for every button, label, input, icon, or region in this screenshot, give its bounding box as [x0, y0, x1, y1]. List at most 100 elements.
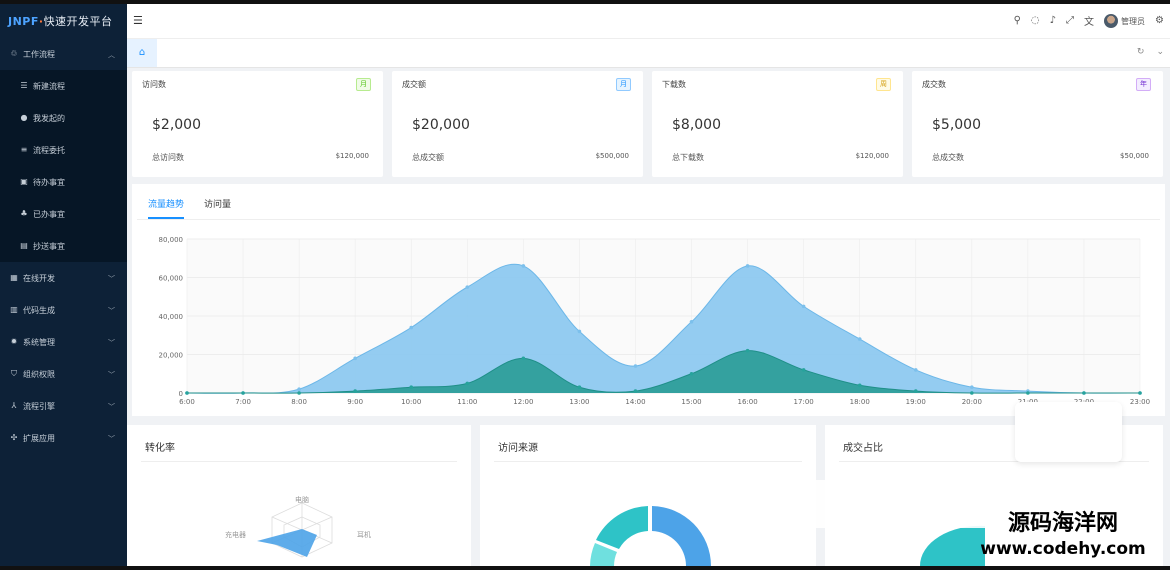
sidebar-item-delegate[interactable]: ≡ 流程委托	[0, 134, 127, 166]
stat-card-turnover: 成交额 月 $20,000 总成交额 $500,000	[392, 71, 643, 177]
header-tools: ⚲ ◌ ♪ ⤢ 文 管理员 ⚙	[1014, 13, 1164, 28]
shield-icon: ⛉	[11, 369, 17, 378]
card-value: $5,000	[932, 117, 981, 133]
traffic-chart-panel: 流量趋势 访问量 0 20,000 40,000 60,000 80,000 6:00 7:…	[132, 184, 1165, 416]
sidebar-item-workflow[interactable]: ♲ 工作流程 ︿	[0, 38, 127, 70]
flow-engine-icon: ⅄	[11, 401, 17, 410]
period-badge: 月	[356, 78, 371, 91]
panel-divider	[839, 461, 1149, 462]
series-area-1	[187, 350, 1140, 394]
radar-area	[257, 529, 317, 557]
stat-card-downloads: 下载数 周 $8,000 总下载数 $120,000	[652, 71, 903, 177]
card-total-label: 总下载数	[672, 153, 704, 162]
x-tick-label: 6:00	[179, 398, 195, 406]
card-total-value: $500,000	[595, 152, 629, 160]
donut-slice	[590, 543, 617, 566]
search-icon[interactable]: ⚲	[1013, 15, 1021, 26]
panel-title: 访问来源	[498, 443, 538, 454]
sidebar-item-system[interactable]: ✹ 系统管理 ﹀	[0, 326, 127, 358]
chevron-down-icon: ﹀	[108, 403, 115, 411]
online-dev-icon: ▦	[10, 273, 18, 282]
data-point	[970, 385, 974, 390]
data-point	[857, 383, 862, 388]
sidebar-item-online-dev[interactable]: ▦ 在线开发 ﹀	[0, 262, 127, 294]
header: ☰ ⚲ ◌ ♪ ⤢ 文 管理员 ⚙	[127, 4, 1170, 39]
logo-brand: JNPF	[8, 14, 39, 28]
card-value: $8,000	[672, 117, 721, 133]
sidebar-item-label: 流程引擎	[23, 401, 55, 411]
card-value: $20,000	[412, 117, 470, 133]
sidebar-item-apps[interactable]: ✣ 扩展应用 ﹀	[0, 422, 127, 454]
sidebar-item-org[interactable]: ⛉ 组织权限 ﹀	[0, 358, 127, 390]
x-tick-label: 7:00	[235, 398, 251, 406]
x-tick-label: 18:00	[850, 398, 870, 406]
bell-icon[interactable]: ♪	[1049, 15, 1057, 26]
watermark-title: 源码海洋网	[1007, 511, 1118, 536]
card-title: 访问数	[142, 80, 166, 89]
home-tab[interactable]: ⌂	[127, 39, 157, 67]
panel-divider	[494, 461, 802, 462]
chat-icon[interactable]: ◌	[1030, 15, 1040, 26]
sidebar-item-code-gen[interactable]: ▥ 代码生成 ﹀	[0, 294, 127, 326]
sidebar-item-done[interactable]: ♣ 已办事宜	[0, 198, 127, 230]
refresh-icon[interactable]: ↻	[1136, 47, 1145, 57]
x-tick-label: 15:00	[681, 398, 701, 406]
data-point	[857, 337, 862, 341]
code-gen-icon: ▥	[10, 305, 18, 314]
watermark: 源码海洋网 www.codehy.com	[958, 510, 1168, 568]
chevron-down-icon: ﹀	[108, 339, 115, 347]
done-icon: ♣	[20, 209, 28, 218]
x-tick-label: 12:00	[513, 398, 533, 406]
donut-slice	[652, 506, 711, 566]
stat-card-visits: 访问数 月 $2,000 总访问数 $120,000	[132, 71, 383, 177]
chart-tabs: 流量趋势 访问量	[148, 197, 231, 219]
data-point	[633, 389, 638, 393]
chevron-up-icon: ︿	[108, 51, 115, 59]
new-flow-icon: ☰	[20, 81, 28, 90]
sidebar-item-label: 系统管理	[23, 337, 55, 347]
card-total-value: $120,000	[335, 152, 369, 160]
tab-visits[interactable]: 访问量	[204, 200, 232, 210]
sidebar-item-label: 已办事宜	[33, 209, 65, 219]
data-point	[801, 304, 806, 309]
avatar	[1104, 13, 1119, 28]
radar-label-earphone: 耳机	[357, 530, 371, 539]
gear-icon: ✹	[10, 337, 18, 346]
chevron-down-icon[interactable]: ⌄	[1156, 47, 1164, 57]
x-tick-label: 19:00	[906, 398, 926, 406]
home-icon: ⌂	[138, 47, 146, 58]
radar-chart: 电脑 充电器 耳机	[225, 495, 371, 558]
data-point	[913, 368, 918, 372]
translate-icon[interactable]: 文	[1084, 17, 1095, 28]
sidebar-item-my-started[interactable]: ● 我发起的	[0, 102, 127, 134]
conversion-panel: 转化率 电脑 充电器 耳机	[127, 425, 471, 566]
fullscreen-icon[interactable]: ⤢	[1066, 15, 1075, 26]
chevron-down-icon: ﹀	[108, 307, 115, 315]
y-tick-label: 0	[179, 390, 183, 398]
y-tick-label: 20,000	[159, 352, 184, 360]
x-tick-label: 11:00	[457, 398, 477, 406]
menu-toggle-icon[interactable]: ☰	[133, 14, 143, 27]
settings-icon[interactable]: ⚙	[1155, 15, 1164, 26]
data-point	[521, 356, 526, 361]
y-tick-label: 60,000	[159, 275, 184, 283]
sidebar-item-todo[interactable]: ▣ 待办事宜	[0, 166, 127, 198]
sidebar-item-new-flow[interactable]: ☰ 新建流程	[0, 70, 127, 102]
panel-divider	[141, 461, 457, 462]
sidebar-item-cc[interactable]: ▤ 抄送事宜	[0, 230, 127, 262]
user-menu[interactable]: 管理员	[1104, 13, 1145, 28]
data-point	[297, 387, 301, 391]
card-total-value: $50,000	[1120, 152, 1149, 160]
data-point	[409, 325, 414, 330]
sidebar-item-label: 代码生成	[23, 305, 55, 315]
x-tick-label: 14:00	[625, 398, 645, 406]
tab-bar: ⌂ ↻ ⌄	[127, 39, 1170, 68]
data-point	[521, 264, 526, 268]
logo[interactable]: JNPF · 快速开发平台	[0, 4, 127, 38]
sidebar-item-flow-engine[interactable]: ⅄ 流程引擎 ﹀	[0, 390, 127, 422]
sidebar-item-label: 工作流程	[23, 49, 55, 59]
deal-ratio-chart	[919, 525, 985, 566]
x-tick-label: 13:00	[569, 398, 589, 406]
data-point	[577, 385, 582, 390]
tab-traffic-trend[interactable]: 流量趋势	[148, 197, 185, 219]
